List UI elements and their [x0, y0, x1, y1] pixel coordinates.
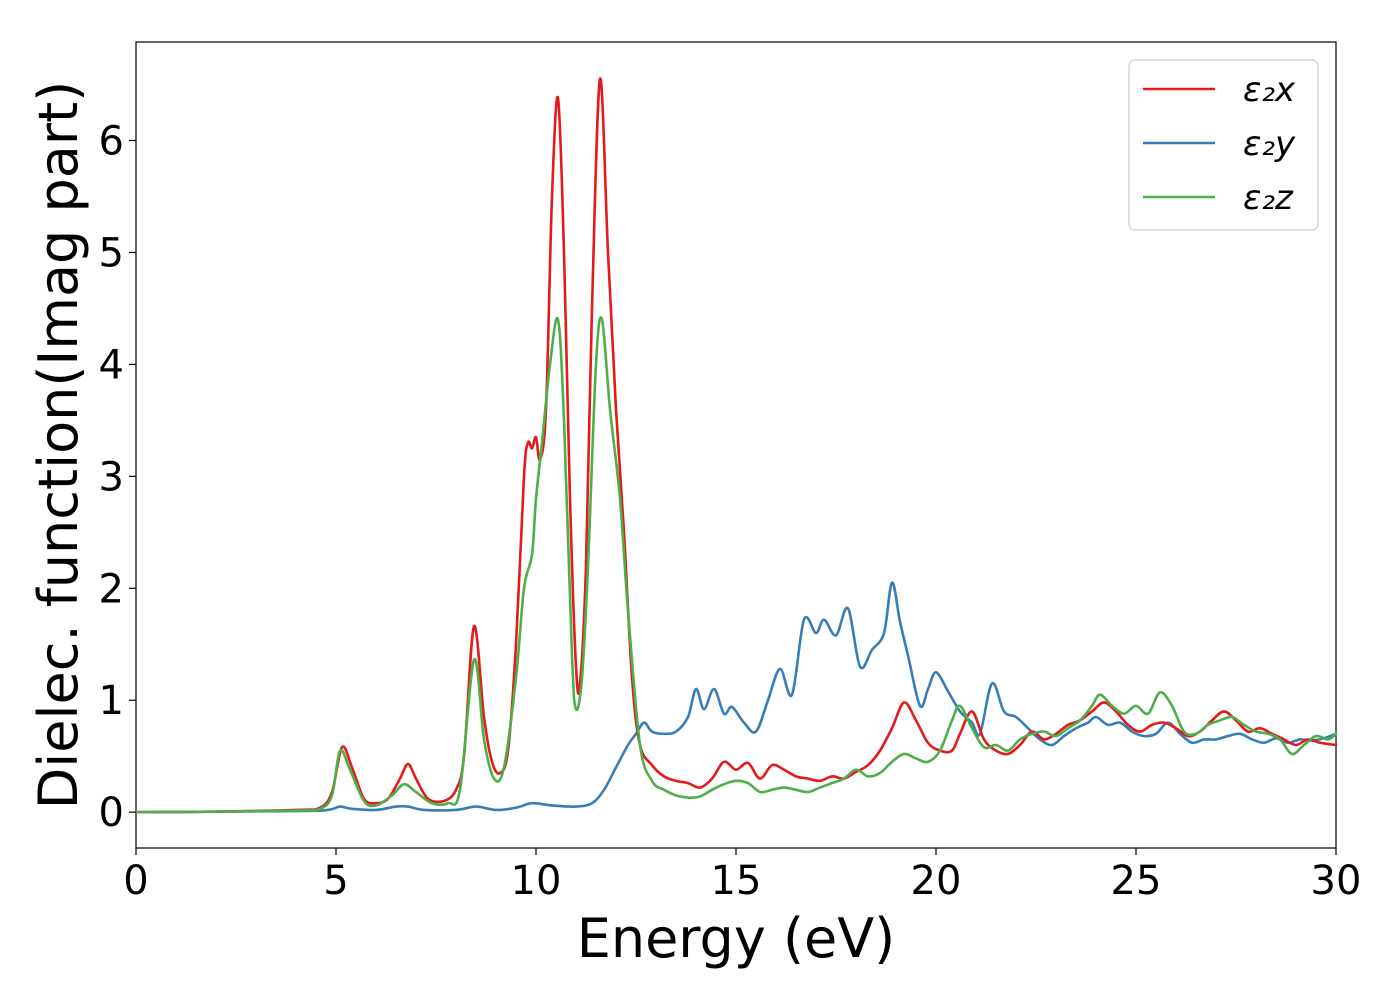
legend-label: ε₂y	[1243, 124, 1296, 164]
legend-label: ε₂z	[1243, 178, 1294, 218]
y-tick-label: 5	[99, 230, 124, 276]
x-axis: 0 5 10 15 20 25 30	[123, 848, 1361, 904]
x-tick-label: 20	[911, 858, 962, 904]
x-axis-label: Energy (eV)	[577, 907, 896, 970]
legend-box	[1128, 59, 1319, 231]
legend-label: ε₂x	[1243, 70, 1296, 110]
legend-entries: ε₂x ε₂y ε₂z	[1143, 70, 1296, 218]
x-tick-label: 30	[1311, 858, 1362, 904]
y-tick-label: 2	[99, 566, 124, 612]
x-tick-label: 10	[511, 858, 562, 904]
y-axis: 0 1 2 3 4 5 6	[99, 119, 136, 836]
series-layer	[134, 77, 1338, 814]
legend: ε₂x ε₂y ε₂z	[1128, 59, 1319, 231]
x-tick-label: 15	[711, 858, 762, 904]
x-tick-label: 25	[1111, 858, 1162, 904]
y-tick-label: 1	[99, 678, 124, 724]
x-tick-label: 0	[123, 858, 148, 904]
y-tick-label: 3	[99, 454, 124, 500]
series-line-0	[134, 77, 1338, 814]
series-line-2	[134, 316, 1338, 814]
y-tick-label: 0	[99, 790, 124, 836]
x-tick-label: 5	[323, 858, 348, 904]
y-tick-label: 6	[99, 119, 124, 165]
y-tick-label: 4	[99, 342, 124, 388]
y-axis-label: Dielec. function(Imag part)	[27, 81, 90, 810]
